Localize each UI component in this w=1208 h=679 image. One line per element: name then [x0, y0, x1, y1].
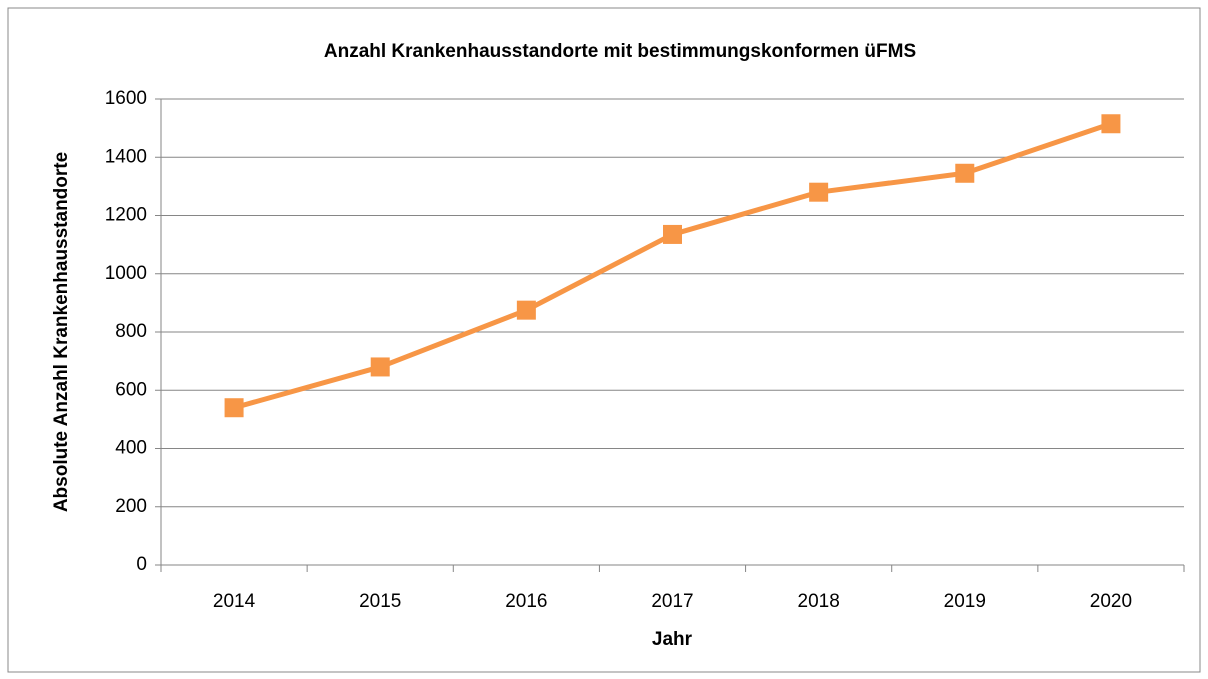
y-axis-label: Absolute Anzahl Krankenhausstandorte: [51, 152, 72, 512]
x-tick-label: 2018: [798, 591, 840, 612]
data-point: [1101, 114, 1121, 134]
x-tick-label: 2016: [505, 591, 547, 612]
chart-border: [7, 7, 1201, 673]
y-tick-label: 1400: [105, 146, 147, 167]
y-tick-label: 600: [115, 379, 147, 400]
y-tick-label: 1600: [105, 88, 147, 109]
data-point: [955, 163, 975, 183]
data-point: [370, 357, 390, 377]
x-tick-label: 2015: [359, 591, 401, 612]
data-point: [224, 398, 244, 418]
y-tick-label: 1200: [105, 205, 147, 226]
y-tick-label: 0: [136, 554, 147, 575]
x-tick-label: 2017: [651, 591, 693, 612]
data-point: [516, 300, 536, 320]
y-tick-label: 400: [115, 438, 147, 459]
y-tick-label: 1000: [105, 263, 147, 284]
x-tick-label: 2019: [944, 591, 986, 612]
x-tick-label: 2020: [1090, 591, 1132, 612]
x-tick-label: 2014: [213, 591, 256, 612]
y-tick-label: 200: [115, 496, 147, 517]
chart-title: Anzahl Krankenhausstandorte mit bestimmu…: [324, 41, 916, 62]
x-axis-label: Jahr: [652, 629, 693, 650]
data-point: [663, 224, 682, 244]
y-tick-label: 800: [115, 321, 147, 342]
data-point: [809, 182, 829, 202]
